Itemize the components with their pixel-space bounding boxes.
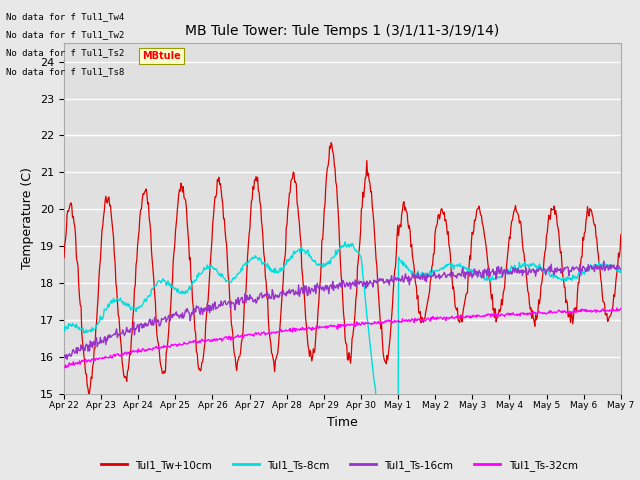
Legend: Tul1_Tw+10cm, Tul1_Ts-8cm, Tul1_Ts-16cm, Tul1_Ts-32cm: Tul1_Tw+10cm, Tul1_Ts-8cm, Tul1_Ts-16cm,…	[97, 456, 582, 475]
Y-axis label: Temperature (C): Temperature (C)	[22, 168, 35, 269]
Text: No data for f Tul1_Tw2: No data for f Tul1_Tw2	[6, 30, 125, 39]
Text: MBtule: MBtule	[142, 51, 180, 61]
Text: No data for f Tul1_Tw4: No data for f Tul1_Tw4	[6, 12, 125, 21]
X-axis label: Time: Time	[327, 416, 358, 429]
Text: No data for f Tul1_Ts2: No data for f Tul1_Ts2	[6, 48, 125, 58]
Title: MB Tule Tower: Tule Temps 1 (3/1/11-3/19/14): MB Tule Tower: Tule Temps 1 (3/1/11-3/19…	[185, 24, 500, 38]
Text: No data for f Tul1_Ts8: No data for f Tul1_Ts8	[6, 67, 125, 76]
